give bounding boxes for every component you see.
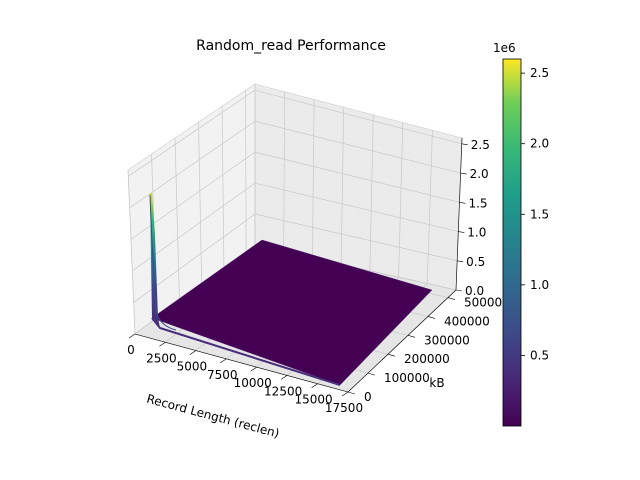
colorbar-fill xyxy=(502,58,522,427)
surface-spike-edge xyxy=(149,194,177,331)
x-tick xyxy=(159,342,166,347)
y-tick-label: 200000 xyxy=(404,352,450,366)
x-tick xyxy=(189,350,197,355)
y-axis-line xyxy=(347,289,457,393)
x-tick-label: 12500 xyxy=(264,384,302,398)
surface-plane xyxy=(151,239,433,386)
z-tick xyxy=(458,231,465,233)
colorbar-tick-label: 2.0 xyxy=(530,137,549,151)
colorbar-offset-label: 1e6 xyxy=(493,41,516,55)
y-tick xyxy=(387,353,396,357)
back-wall-gridline xyxy=(312,99,315,258)
back-wall-gridline xyxy=(398,122,404,278)
y-tick-label: 500000 xyxy=(464,296,510,310)
left-wall-gridline xyxy=(245,90,247,252)
x-tick-label: 7500 xyxy=(207,368,238,382)
x-tick-label: 15000 xyxy=(294,393,332,407)
colorbar-tick-label: 0.5 xyxy=(530,348,549,362)
z-tick xyxy=(457,260,464,263)
z-tick-label: 1.0 xyxy=(467,226,486,240)
y-tick xyxy=(407,335,416,338)
surface-spike xyxy=(150,193,160,328)
colorbar-tick-label: 1.5 xyxy=(530,207,549,221)
y-tick-labels: 0 100000 200000 300000 400000 500000 xyxy=(347,296,510,404)
x-tick xyxy=(341,391,349,397)
y-tick-label: 100000 xyxy=(384,371,430,385)
x-tick xyxy=(220,358,227,364)
z-tick-label: 2.0 xyxy=(470,167,489,181)
x-axis-label: Record Length (reclen) xyxy=(145,392,281,441)
left-wall-gridline xyxy=(174,138,180,302)
y-tick xyxy=(427,316,436,319)
back-wall-gridline xyxy=(283,91,285,252)
z-tick xyxy=(460,172,467,175)
z-tick-label: 1.5 xyxy=(468,196,487,210)
left-wall-gridline xyxy=(127,169,136,335)
z-tick xyxy=(461,143,468,146)
y-tick-label: 300000 xyxy=(424,333,470,347)
y-tick xyxy=(347,391,356,395)
x-tick-label: 0 xyxy=(127,343,135,357)
z-tick-label: 0.0 xyxy=(465,284,484,298)
chart-title: Random_read Performance xyxy=(196,38,386,54)
colorbar: 0.5 1.0 1.5 2.0 2.5 1e6 xyxy=(493,41,549,427)
x-axis-line xyxy=(134,333,349,393)
z-tick-label: 0.5 xyxy=(466,255,485,269)
back-wall-gridline xyxy=(426,130,433,284)
x-tick xyxy=(280,375,288,380)
x-tick-label: 17500 xyxy=(325,401,363,415)
colorbar-ticks: 0.5 1.0 1.5 2.0 2.5 xyxy=(521,66,549,362)
x-tick xyxy=(250,366,257,372)
back-wall-gridline xyxy=(369,114,374,271)
left-wall-gridline xyxy=(221,106,225,269)
y-tick xyxy=(367,372,376,376)
x-tick-label: 10000 xyxy=(234,376,272,390)
colorbar-tick-label: 2.5 xyxy=(530,66,549,80)
z-tick xyxy=(455,289,463,292)
x-tick xyxy=(128,333,136,339)
z-axis-line xyxy=(455,137,463,291)
y-axis-label: kB xyxy=(429,376,444,390)
y-tick xyxy=(447,297,456,300)
x-tick xyxy=(311,383,318,388)
x-tick-label: 2500 xyxy=(146,351,177,365)
y-tick-label: 0 xyxy=(364,390,372,404)
back-wall-gridline xyxy=(340,107,345,265)
left-wall-gridline xyxy=(198,122,203,285)
colorbar-tick-label: 1.0 xyxy=(530,278,549,292)
z-tick-label: 2.5 xyxy=(471,138,490,152)
y-tick-label: 400000 xyxy=(444,314,490,328)
z-tick xyxy=(459,202,466,204)
x-tick-label: 5000 xyxy=(177,360,208,374)
z-tick-labels: 0.0 0.5 1.0 1.5 2.0 2.5 xyxy=(455,138,490,298)
